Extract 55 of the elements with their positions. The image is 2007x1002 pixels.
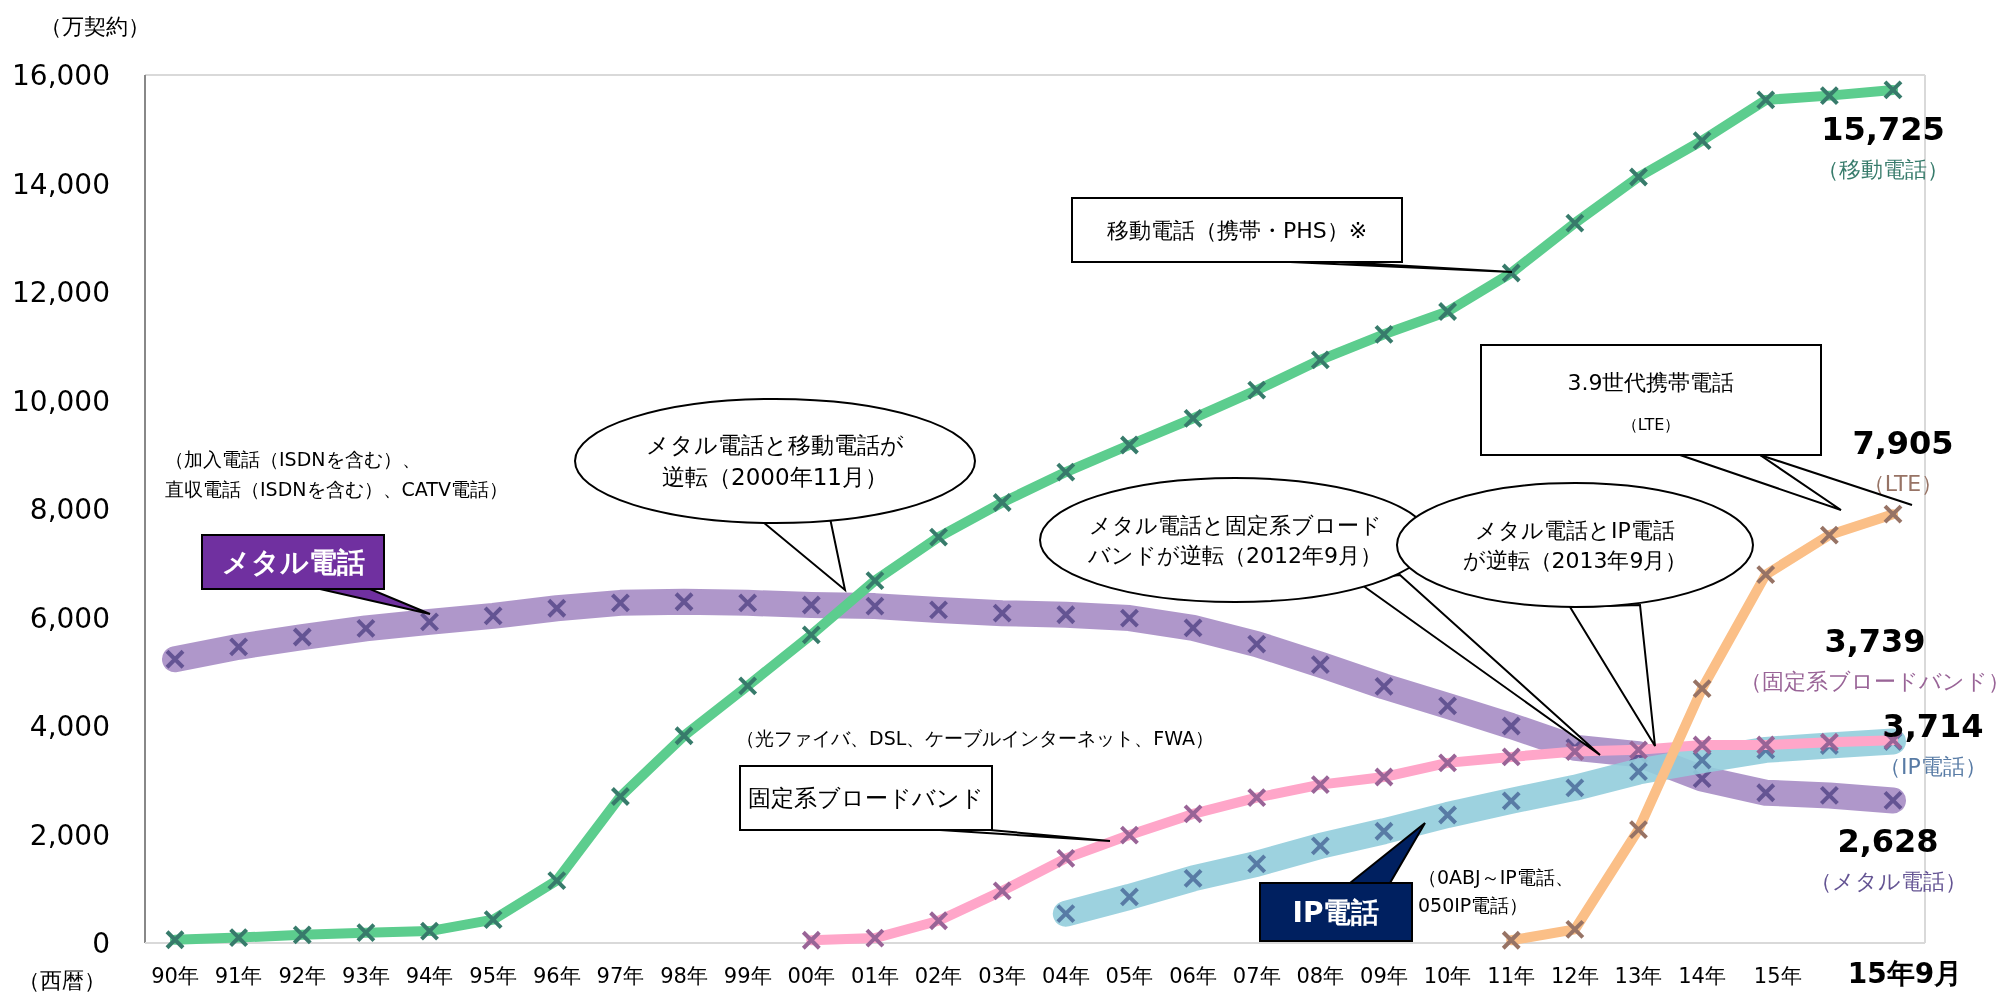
x-tick-label: 12年 (1550, 964, 1599, 988)
x-tick-label: 01年 (851, 964, 899, 988)
text: （移動電話） (1817, 156, 1949, 182)
x-tick-label: 07年 (1232, 964, 1281, 988)
y-tick-label: 10,000 (12, 384, 110, 418)
x-tick-label: 95年 (469, 964, 518, 988)
annotation: メタル電話と移動電話が逆転（2000年11月） (646, 432, 904, 490)
annotation: 固定系ブロードバンド (748, 785, 984, 811)
x-tick-label: 93年 (342, 964, 390, 988)
x-tick-label: 98年 (660, 964, 708, 988)
annotation: 3.9世代携帯電話（LTE） (1567, 370, 1735, 434)
annotation: メタル電話とIP電話が逆転（2013年9月） (1462, 518, 1688, 573)
x-tick-label: 15年9月 (1847, 957, 1963, 990)
x-tick-label: 90年 (151, 964, 199, 988)
x-tick-label: 11年 (1487, 964, 1536, 988)
x-tick-label: 00年 (787, 964, 836, 988)
y-tick-label: 0 (92, 927, 110, 960)
x-tick-label: 02年 (914, 964, 963, 988)
y-tick-label: 16,000 (12, 59, 110, 92)
x-axis-title: （西暦） (18, 968, 106, 993)
data-label: 3,714 (1882, 706, 1984, 745)
x-tick-label: 96年 (532, 964, 581, 988)
x-tick-label: 05年 (1105, 964, 1154, 988)
x-tick-label: 14年 (1678, 964, 1726, 988)
annotation: 移動電話（携帯・PHS）※ (1106, 218, 1368, 243)
data-label: 15,725 (1821, 109, 1945, 148)
annotation: メタル電話 (221, 546, 365, 579)
x-tick-label: 06年 (1169, 964, 1217, 988)
x-tick-label: 92年 (278, 964, 327, 988)
series-label: （IP電話） (1879, 753, 1987, 779)
annotation: メタル電話と固定系ブロードバンドが逆転（2012年9月） (1087, 513, 1382, 568)
series-label: （LTE） (1862, 471, 1944, 497)
x-tick-label: 08年 (1296, 964, 1345, 988)
y-axis-title: （万契約） (40, 14, 150, 39)
x-tick-label: 15年 (1753, 964, 1802, 988)
data-label: 7,905 (1852, 424, 1954, 463)
text: （メタル電話） (1809, 869, 1967, 895)
x-tick-label: 04年 (1041, 964, 1090, 988)
x-tick-label: 94年 (405, 964, 454, 988)
x-tick-label: 09年 (1360, 964, 1408, 988)
data-label: 3,739 (1824, 622, 1926, 661)
y-tick-label: 12,000 (12, 276, 110, 309)
y-tick-label: 4,000 (29, 710, 110, 743)
x-tick-label: 13年 (1614, 964, 1663, 988)
y-tick-label: 14,000 (12, 167, 110, 201)
x-tick-label: 10年 (1423, 964, 1472, 988)
x-tick-label: 99年 (723, 964, 772, 988)
x-tick-label: 97年 (596, 964, 645, 988)
x-tick-label: 03年 (978, 964, 1027, 988)
y-tick-label: 8,000 (29, 493, 110, 526)
x-tick-label: 91年 (214, 964, 263, 988)
y-tick-label: 6,000 (29, 601, 110, 635)
y-tick-label: 2,000 (29, 818, 110, 852)
annotation: IP電話 (1292, 896, 1380, 929)
data-label: 2,628 (1837, 822, 1939, 861)
